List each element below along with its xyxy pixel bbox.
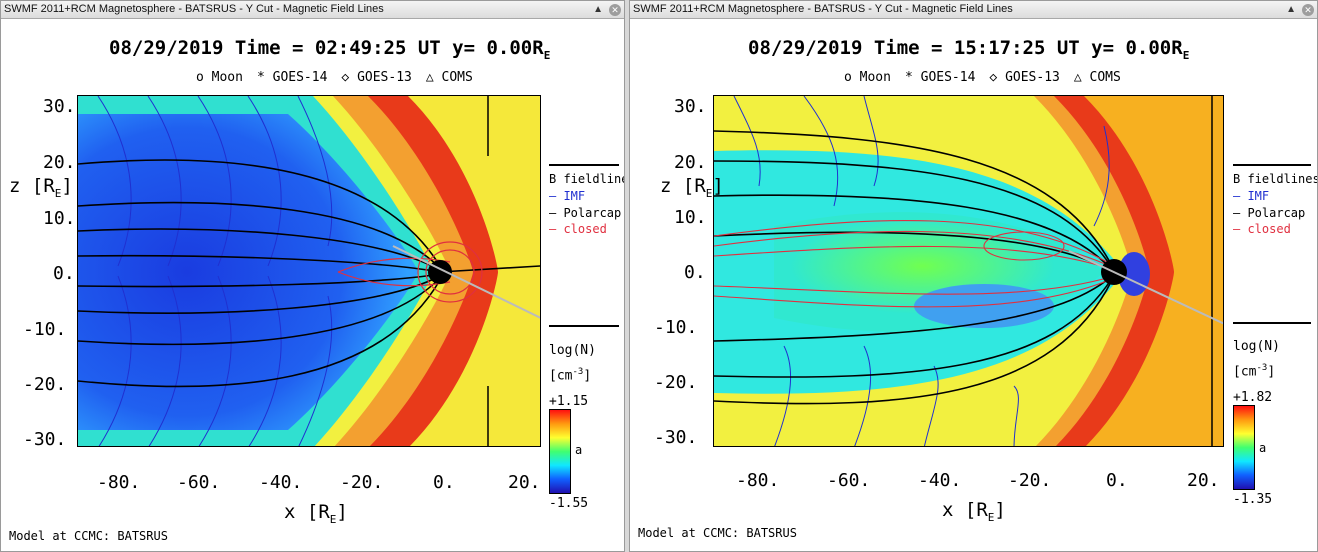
legend-rule-bottom xyxy=(549,325,619,327)
legend-coms: △ COMS xyxy=(425,70,473,85)
model-credit: Model at CCMC: BATSRUS xyxy=(9,529,168,543)
plot-title: 08/29/2019 Time = 02:49:25 UT y= 0.00RE xyxy=(109,37,551,62)
colorbar-label: log(N) xyxy=(549,343,596,358)
legend-moon: o Moon xyxy=(844,70,891,85)
legend-goes14: * GOES-14 xyxy=(256,70,328,85)
collapse-icon[interactable]: ▲ xyxy=(593,4,603,15)
colorbar-mid: a xyxy=(575,443,583,457)
colorbar-mid: a xyxy=(1259,441,1267,455)
fieldlines-title: B fieldlines xyxy=(549,172,624,186)
window-title: SWMF 2011+RCM Magnetosphere - BATSRUS - … xyxy=(633,3,1013,15)
satellite-legend: o Moon * GOES-14 ◇ GOES-13 △ COMS xyxy=(196,70,487,85)
legend-imf: — IMF xyxy=(549,189,586,203)
colorbar-min: -1.35 xyxy=(1233,492,1273,507)
colorbar-unit: [cm-3] xyxy=(1233,363,1276,380)
legend-goes14: * GOES-14 xyxy=(904,70,976,85)
colorbar xyxy=(549,409,571,494)
legend-rule-top xyxy=(1233,164,1311,166)
plot-window-right: SWMF 2011+RCM Magnetosphere - BATSRUS - … xyxy=(629,0,1318,552)
legend-coms: △ COMS xyxy=(1073,70,1121,85)
window-title: SWMF 2011+RCM Magnetosphere - BATSRUS - … xyxy=(4,3,384,15)
field-line-plot xyxy=(714,96,1223,446)
legend-polarcap: — Polarcap xyxy=(549,206,622,220)
legend-rule-top xyxy=(549,164,619,166)
colorbar xyxy=(1233,405,1255,490)
close-icon[interactable]: ✕ xyxy=(1302,3,1314,16)
close-icon[interactable]: ✕ xyxy=(609,3,621,16)
legend-closed: — closed xyxy=(1233,222,1291,236)
z-axis-label: z [RE] xyxy=(9,175,73,200)
x-axis-label: x [RE] xyxy=(942,499,1006,524)
z-axis-label: z [RE] xyxy=(660,175,724,200)
legend-imf: — IMF xyxy=(1233,189,1270,203)
satellite-legend: o Moon * GOES-14 ◇ GOES-13 △ COMS xyxy=(844,70,1135,85)
colorbar-label: log(N) xyxy=(1233,339,1280,354)
legend-polarcap: — Polarcap xyxy=(1233,206,1306,220)
window-titlebar[interactable]: SWMF 2011+RCM Magnetosphere - BATSRUS - … xyxy=(1,1,624,19)
density-map xyxy=(77,95,541,447)
collapse-icon[interactable]: ▲ xyxy=(1286,4,1296,15)
legend-goes13: ◇ GOES-13 xyxy=(989,70,1060,85)
legend-moon: o Moon xyxy=(196,70,243,85)
model-credit: Model at CCMC: BATSRUS xyxy=(638,526,797,540)
colorbar-max: +1.82 xyxy=(1233,390,1273,405)
colorbar-min: -1.55 xyxy=(549,496,589,511)
legend-rule-bottom xyxy=(1233,322,1311,324)
fieldlines-title: B fieldlines xyxy=(1233,172,1318,186)
plot-title: 08/29/2019 Time = 15:17:25 UT y= 0.00RE xyxy=(748,37,1190,62)
legend-closed: — closed xyxy=(549,222,607,236)
x-axis-label: x [RE] xyxy=(284,501,348,526)
colorbar-unit: [cm-3] xyxy=(549,367,592,384)
legend-goes13: ◇ GOES-13 xyxy=(341,70,412,85)
density-map xyxy=(713,95,1224,447)
plot-window-left: SWMF 2011+RCM Magnetosphere - BATSRUS - … xyxy=(0,0,625,552)
field-line-plot xyxy=(78,96,540,446)
window-titlebar[interactable]: SWMF 2011+RCM Magnetosphere - BATSRUS - … xyxy=(630,1,1317,19)
colorbar-max: +1.15 xyxy=(549,394,589,409)
